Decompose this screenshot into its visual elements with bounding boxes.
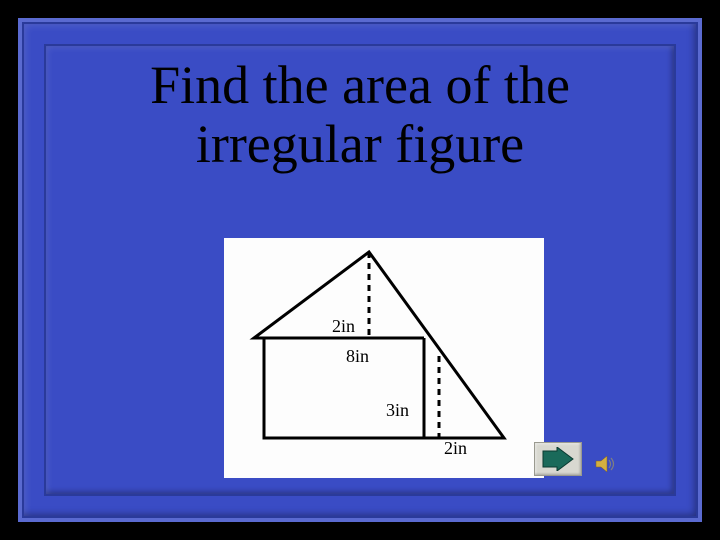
figure-outline (254, 252, 504, 438)
figure-panel: 2in 8in 3in 2in (224, 238, 544, 478)
slide-title: Find the area of the irregular figure (46, 56, 674, 175)
next-button[interactable] (534, 442, 582, 476)
label-2in-top: 2in (332, 316, 355, 337)
next-arrow-icon (541, 447, 575, 471)
sound-icon[interactable] (594, 452, 618, 476)
label-3in: 3in (386, 400, 409, 421)
slide-inner-frame: Find the area of the irregular figure 2i… (44, 44, 676, 496)
label-2in-bottom: 2in (444, 438, 467, 459)
title-line-1: Find the area of the (46, 56, 674, 115)
slide-outer-frame: Find the area of the irregular figure 2i… (18, 18, 702, 522)
title-line-2: irregular figure (46, 115, 674, 174)
label-8in: 8in (346, 346, 369, 367)
figure-svg (224, 238, 544, 478)
